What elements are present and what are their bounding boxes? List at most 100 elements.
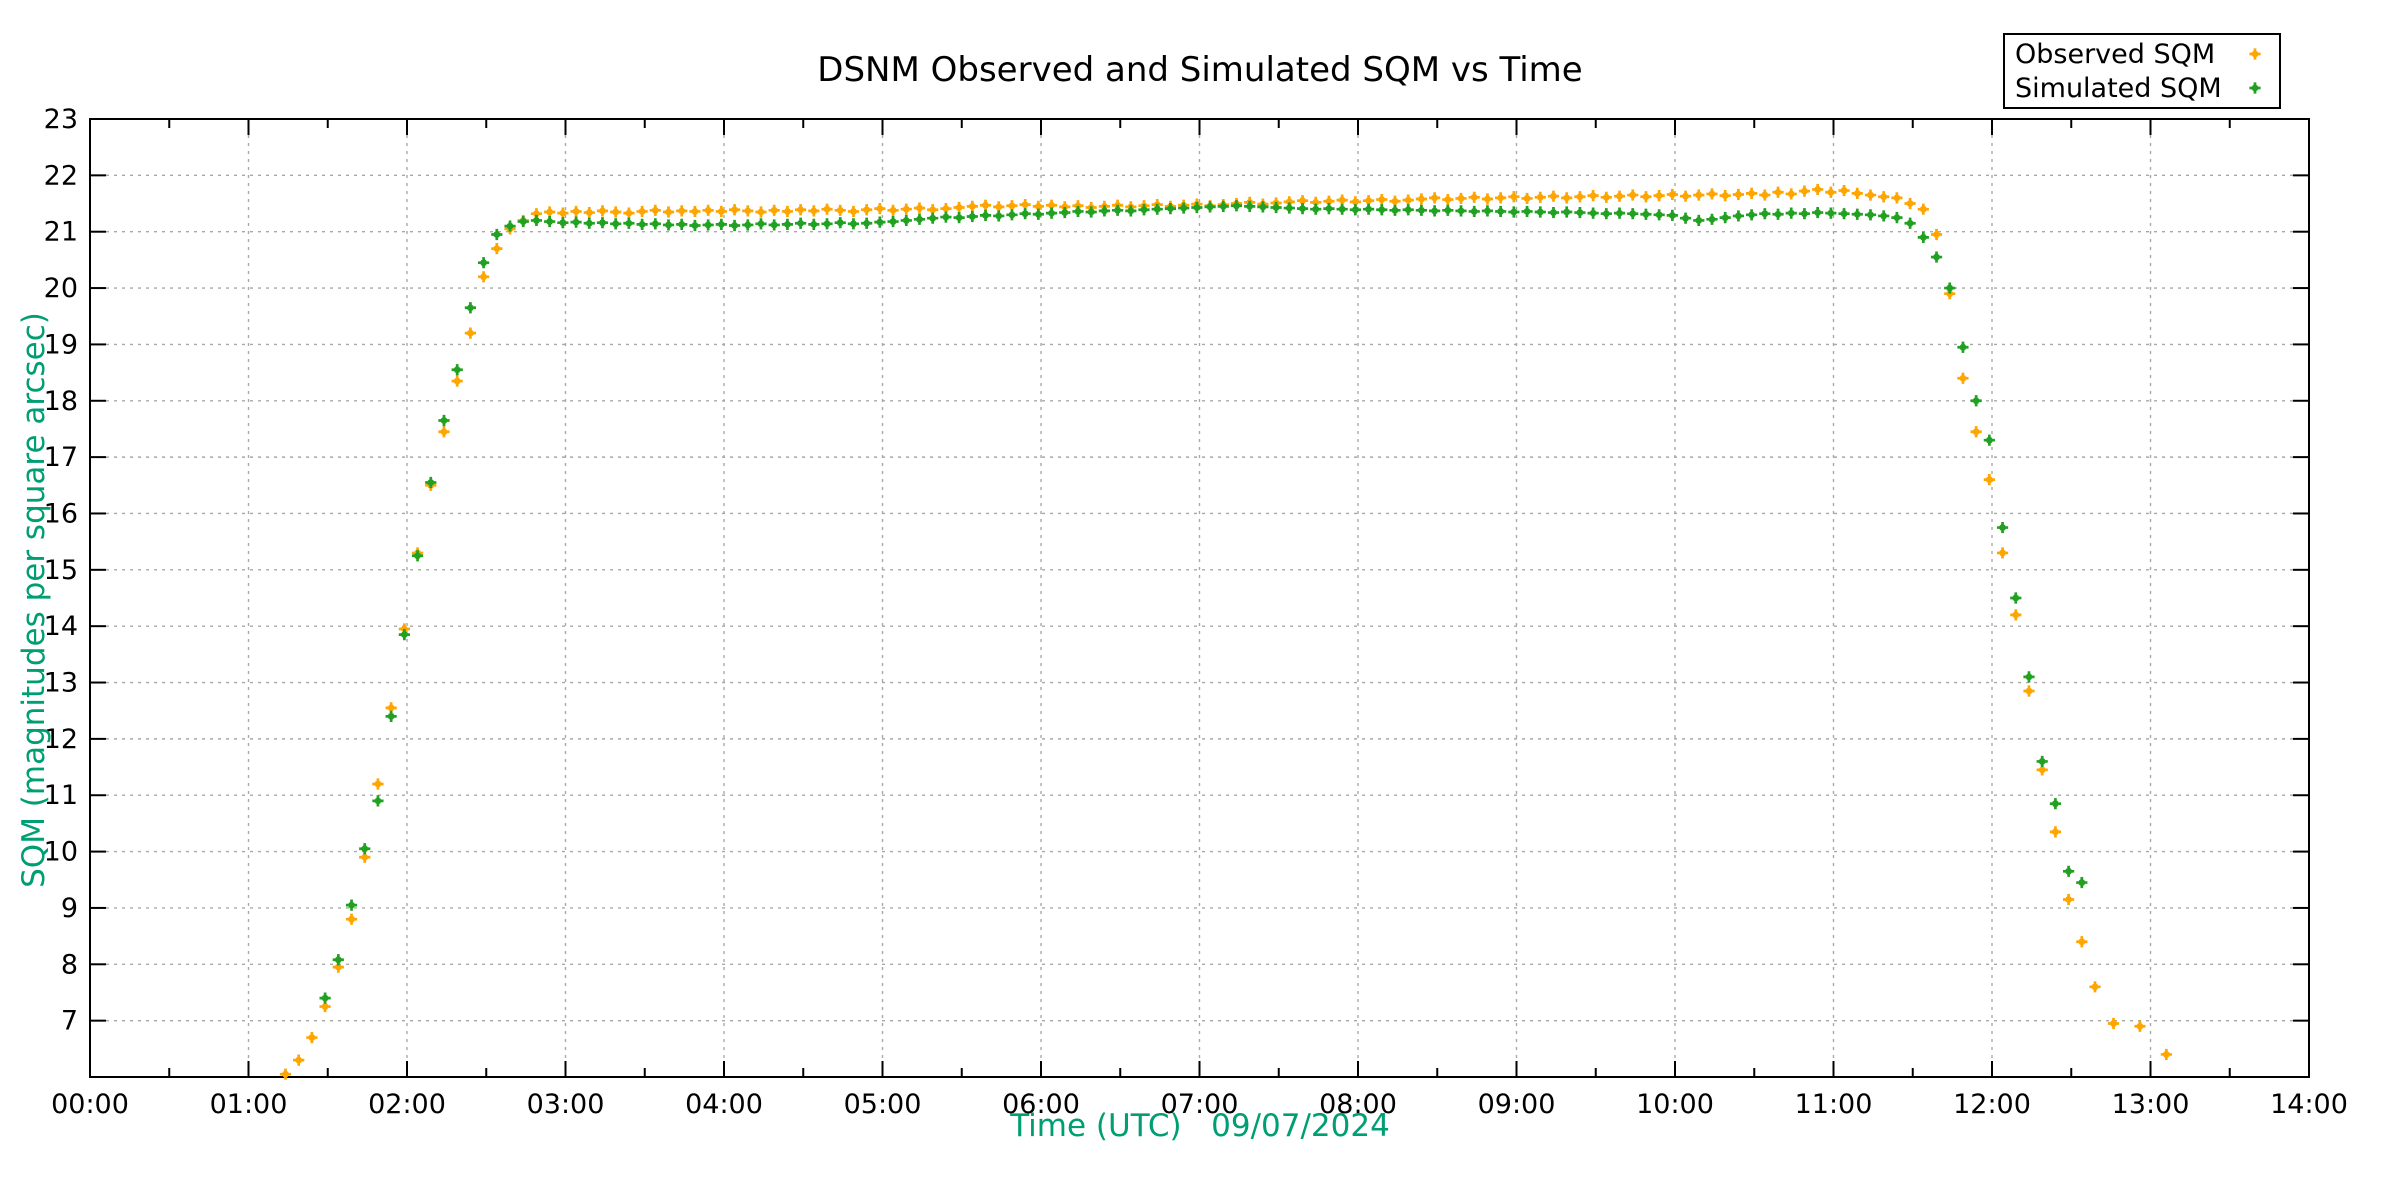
data-point: [2012, 611, 2020, 619]
data-point: [1655, 211, 1663, 219]
data-point: [1827, 188, 1835, 196]
data-point: [1021, 201, 1029, 209]
data-point: [1101, 207, 1108, 215]
data-point: [2012, 594, 2020, 602]
data-point: [1906, 200, 1914, 207]
data-point: [1893, 214, 1901, 222]
data-point: [1589, 192, 1597, 200]
data-point: [572, 208, 580, 215]
data-point: [1351, 198, 1359, 206]
data-point: [836, 206, 844, 214]
data-point: [493, 231, 501, 238]
data-point: [1193, 204, 1201, 211]
data-point: [1008, 202, 1016, 210]
data-point: [678, 207, 686, 215]
data-point: [1167, 205, 1174, 213]
data-point: [1589, 209, 1597, 217]
data-point: [1206, 203, 1214, 211]
data-point: [757, 208, 765, 216]
data-point: [810, 207, 818, 215]
data-point: [1457, 195, 1465, 202]
data-point: [2065, 896, 2073, 903]
legend: Observed SQM Simulated SQM: [2003, 33, 2281, 109]
data-point: [982, 211, 989, 219]
data-point: [1510, 193, 1518, 201]
data-point: [612, 220, 620, 228]
data-point: [1616, 192, 1623, 200]
data-point: [585, 209, 593, 216]
data-point: [691, 222, 699, 229]
y-axis-label: SQM (magnitudes per square arcsec): [16, 312, 52, 888]
data-point: [863, 206, 871, 214]
data-point: [757, 220, 765, 228]
data-point: [717, 208, 725, 215]
data-point: [1444, 196, 1452, 203]
data-point: [1959, 343, 1967, 351]
data-point: [823, 220, 831, 228]
data-point: [2052, 828, 2059, 836]
x-tick-label: 08:00: [1319, 1089, 1397, 1120]
data-point: [321, 994, 329, 1002]
data-point: [1021, 210, 1029, 218]
data-point: [1312, 199, 1320, 206]
data-point: [1563, 208, 1571, 216]
data-point: [1484, 195, 1491, 203]
data-point: [1523, 195, 1531, 202]
data-point: [348, 901, 355, 909]
data-point: [1721, 192, 1729, 200]
data-point: [1180, 204, 1188, 212]
data-point: [427, 479, 435, 486]
data-point: [519, 218, 527, 225]
data-point: [797, 206, 805, 214]
y-tick-label: 10: [44, 837, 78, 868]
simulated-series-points: [319, 200, 2088, 1004]
x-tick-label: 11:00: [1795, 1089, 1873, 1120]
data-point: [1840, 210, 1848, 218]
data-point: [942, 213, 950, 221]
x-tick-label: 06:00: [1002, 1089, 1080, 1120]
data-point: [2110, 1020, 2117, 1027]
y-tick-label: 17: [44, 442, 78, 473]
data-point: [1748, 211, 1756, 219]
data-point: [1774, 188, 1782, 196]
data-point: [1127, 207, 1135, 215]
data-point: [638, 208, 646, 215]
data-point: [1576, 193, 1584, 201]
data-point: [876, 218, 884, 226]
data-point: [1140, 206, 1148, 214]
data-point: [1074, 202, 1082, 210]
data-point: [1616, 209, 1623, 217]
data-point: [1946, 284, 1954, 292]
x-tick-label: 05:00: [844, 1089, 922, 1120]
x-tick-label: 01:00: [210, 1089, 288, 1120]
data-point: [559, 209, 567, 217]
data-point: [374, 797, 382, 805]
data-point: [1668, 191, 1676, 198]
data-point: [1867, 211, 1874, 219]
data-point: [2052, 800, 2059, 808]
data-point: [638, 220, 646, 228]
data-point: [1999, 549, 2006, 557]
simulated-point-icon: [2245, 78, 2265, 98]
data-point: [797, 219, 805, 227]
data-point: [770, 206, 778, 214]
data-point: [1933, 253, 1940, 261]
data-point: [651, 220, 659, 228]
data-point: [1034, 202, 1042, 210]
data-point: [1299, 205, 1306, 213]
data-point: [1682, 192, 1689, 200]
x-tick-label: 12:00: [1953, 1089, 2031, 1120]
legend-item-simulated: Simulated SQM: [2015, 71, 2269, 105]
data-point: [1985, 436, 1993, 444]
data-point: [1906, 219, 1914, 227]
legend-label-observed: Observed SQM: [2015, 38, 2216, 70]
x-tick-label: 04:00: [685, 1089, 763, 1120]
data-point: [784, 208, 791, 215]
y-tick-label: 9: [61, 893, 78, 924]
data-point: [1827, 209, 1835, 217]
data-point: [1114, 206, 1122, 214]
data-point: [295, 1056, 303, 1064]
data-point: [691, 208, 699, 215]
